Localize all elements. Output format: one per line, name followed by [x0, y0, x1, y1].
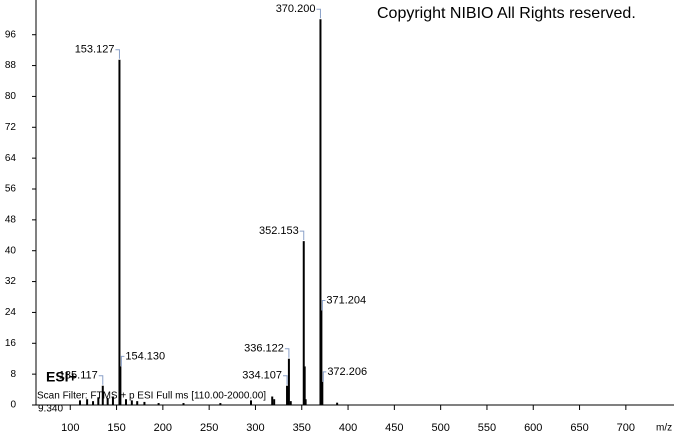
x-tick-label: 550: [478, 422, 496, 434]
y-tick-label: 40: [5, 245, 17, 256]
label-leader: [120, 355, 125, 367]
x-tick-label: 350: [293, 422, 311, 434]
label-leader: [299, 230, 305, 241]
peak-label: 336.122: [244, 343, 284, 355]
x-tick-label: 250: [200, 422, 218, 434]
ion-mode: ESI+: [46, 369, 77, 385]
peak-label: 370.200: [276, 3, 316, 15]
x-tick-label: 300: [246, 422, 264, 434]
retention-time: 9.340: [38, 404, 63, 415]
y-tick-label: 56: [5, 184, 17, 195]
peak-label: 135.117: [59, 370, 98, 382]
label-leader: [98, 375, 104, 385]
peak-label: 372.206: [327, 366, 367, 378]
label-leader: [321, 300, 326, 311]
peak-label: 154.130: [125, 350, 165, 362]
x-tick-label: 100: [61, 422, 79, 434]
peak-label: 371.204: [326, 294, 366, 306]
chart-title: Copyright NIBIO All Rights reserved.: [377, 5, 636, 22]
x-tick-label: 200: [154, 422, 172, 434]
y-tick-label: 72: [5, 122, 17, 133]
x-tick-label: 700: [617, 422, 635, 434]
peak-label: 334.107: [242, 370, 282, 382]
y-tick-label: 0: [10, 400, 16, 411]
y-tick-label: 48: [5, 214, 17, 225]
x-axis-label: m/z: [656, 423, 672, 434]
label-leader: [115, 49, 120, 59]
y-tick-label: 80: [5, 91, 17, 102]
peak-label: 153.127: [75, 44, 115, 56]
y-tick-label: 32: [5, 276, 17, 287]
label-leader: [284, 348, 290, 358]
peak-label: 352.153: [259, 225, 299, 237]
scan-filter: Scan Filter: FTMS + p ESI Full ms [110.0…: [37, 391, 266, 402]
label-leader: [316, 8, 321, 19]
y-tick-label: 16: [5, 338, 17, 349]
x-tick-label: 150: [107, 422, 125, 434]
y-tick-label: 24: [5, 307, 17, 318]
label-leader: [283, 375, 288, 385]
x-tick-label: 650: [570, 422, 588, 434]
label-leader: [322, 371, 327, 382]
y-tick-label: 96: [5, 29, 17, 40]
y-tick-label: 8: [10, 369, 16, 380]
x-tick-label: 500: [431, 422, 449, 434]
x-tick-label: 450: [385, 422, 403, 434]
x-tick-label: 400: [339, 422, 357, 434]
y-tick-label: 88: [5, 60, 17, 71]
x-tick-label: 600: [524, 422, 542, 434]
y-tick-label: 64: [5, 153, 17, 164]
